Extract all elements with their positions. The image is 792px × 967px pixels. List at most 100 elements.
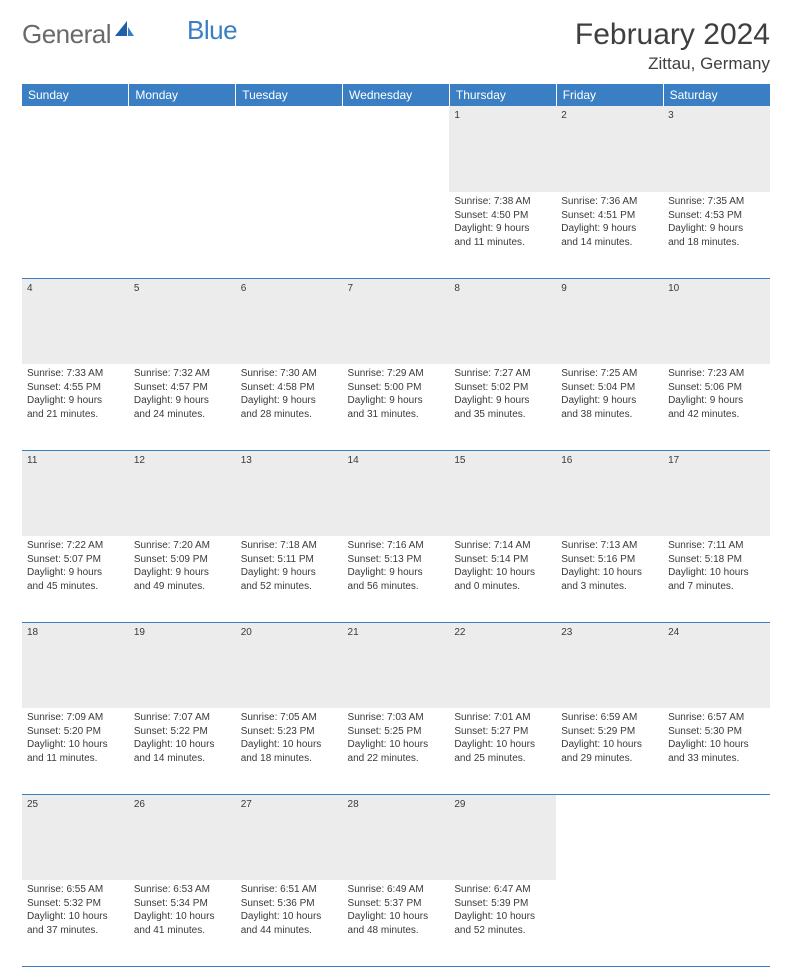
day-cell: Sunrise: 7:36 AMSunset: 4:51 PMDaylight:… (556, 192, 663, 278)
empty-cell (556, 880, 663, 966)
day-number: 17 (663, 450, 770, 536)
sunset-line: Sunset: 5:13 PM (348, 553, 445, 567)
daylight-line-2: and 21 minutes. (27, 408, 124, 422)
daynum-row: 18192021222324 (22, 622, 770, 708)
daylight-line-2: and 25 minutes. (454, 752, 551, 766)
empty-cell (663, 794, 770, 880)
empty-cell (22, 192, 129, 278)
daylight-line-2: and 35 minutes. (454, 408, 551, 422)
day-cell: Sunrise: 7:09 AMSunset: 5:20 PMDaylight:… (22, 708, 129, 794)
daylight-line-1: Daylight: 10 hours (668, 738, 765, 752)
day-cell: Sunrise: 7:03 AMSunset: 5:25 PMDaylight:… (343, 708, 450, 794)
sunset-line: Sunset: 5:29 PM (561, 725, 658, 739)
daylight-line-1: Daylight: 10 hours (27, 738, 124, 752)
daylight-line-1: Daylight: 9 hours (561, 222, 658, 236)
daynum-row: 123 (22, 106, 770, 192)
day-cell: Sunrise: 7:22 AMSunset: 5:07 PMDaylight:… (22, 536, 129, 622)
sunrise-line: Sunrise: 7:20 AM (134, 539, 231, 553)
sunset-line: Sunset: 5:09 PM (134, 553, 231, 567)
day-cell: Sunrise: 7:25 AMSunset: 5:04 PMDaylight:… (556, 364, 663, 450)
day-cell: Sunrise: 6:47 AMSunset: 5:39 PMDaylight:… (449, 880, 556, 966)
sunset-line: Sunset: 5:04 PM (561, 381, 658, 395)
day-number: 13 (236, 450, 343, 536)
daylight-line-2: and 18 minutes. (668, 236, 765, 250)
daylight-line-2: and 52 minutes. (454, 924, 551, 938)
sunrise-line: Sunrise: 7:35 AM (668, 195, 765, 209)
daylight-line-2: and 14 minutes. (134, 752, 231, 766)
day-cell: Sunrise: 6:51 AMSunset: 5:36 PMDaylight:… (236, 880, 343, 966)
day-cell: Sunrise: 7:05 AMSunset: 5:23 PMDaylight:… (236, 708, 343, 794)
sunset-line: Sunset: 5:39 PM (454, 897, 551, 911)
daylight-line-2: and 38 minutes. (561, 408, 658, 422)
day-number: 1 (449, 106, 556, 192)
day-number: 25 (22, 794, 129, 880)
day-cell: Sunrise: 7:33 AMSunset: 4:55 PMDaylight:… (22, 364, 129, 450)
day-cell: Sunrise: 6:55 AMSunset: 5:32 PMDaylight:… (22, 880, 129, 966)
daylight-line-1: Daylight: 10 hours (27, 910, 124, 924)
sunrise-line: Sunrise: 7:30 AM (241, 367, 338, 381)
sunrise-line: Sunrise: 6:51 AM (241, 883, 338, 897)
daylight-line-2: and 48 minutes. (348, 924, 445, 938)
empty-cell (343, 192, 450, 278)
day-number: 22 (449, 622, 556, 708)
daylight-line-1: Daylight: 10 hours (454, 738, 551, 752)
day-cell: Sunrise: 6:53 AMSunset: 5:34 PMDaylight:… (129, 880, 236, 966)
day-cell: Sunrise: 7:27 AMSunset: 5:02 PMDaylight:… (449, 364, 556, 450)
header: General Blue February 2024 Zittau, Germa… (22, 18, 770, 74)
day-cell: Sunrise: 7:23 AMSunset: 5:06 PMDaylight:… (663, 364, 770, 450)
sunrise-line: Sunrise: 7:32 AM (134, 367, 231, 381)
day-number: 29 (449, 794, 556, 880)
sunset-line: Sunset: 5:34 PM (134, 897, 231, 911)
sunset-line: Sunset: 4:51 PM (561, 209, 658, 223)
weekday-header: Monday (129, 84, 236, 106)
day-number: 21 (343, 622, 450, 708)
sunset-line: Sunset: 5:18 PM (668, 553, 765, 567)
sunset-line: Sunset: 4:50 PM (454, 209, 551, 223)
day-number: 26 (129, 794, 236, 880)
day-number: 20 (236, 622, 343, 708)
day-cell: Sunrise: 7:18 AMSunset: 5:11 PMDaylight:… (236, 536, 343, 622)
day-number: 9 (556, 278, 663, 364)
daylight-line-1: Daylight: 9 hours (134, 566, 231, 580)
daylight-line-2: and 11 minutes. (27, 752, 124, 766)
daylight-line-1: Daylight: 10 hours (561, 738, 658, 752)
sunset-line: Sunset: 5:06 PM (668, 381, 765, 395)
day-cell: Sunrise: 6:49 AMSunset: 5:37 PMDaylight:… (343, 880, 450, 966)
sunrise-line: Sunrise: 7:36 AM (561, 195, 658, 209)
weekday-header-row: SundayMondayTuesdayWednesdayThursdayFrid… (22, 84, 770, 106)
sunrise-line: Sunrise: 6:53 AM (134, 883, 231, 897)
daylight-line-2: and 18 minutes. (241, 752, 338, 766)
sunset-line: Sunset: 5:23 PM (241, 725, 338, 739)
week-row: Sunrise: 7:33 AMSunset: 4:55 PMDaylight:… (22, 364, 770, 450)
daylight-line-2: and 49 minutes. (134, 580, 231, 594)
brand-word2: Blue (187, 15, 237, 46)
weekday-header: Friday (556, 84, 663, 106)
daylight-line-2: and 31 minutes. (348, 408, 445, 422)
daylight-line-1: Daylight: 10 hours (348, 738, 445, 752)
day-number: 18 (22, 622, 129, 708)
sunset-line: Sunset: 4:55 PM (27, 381, 124, 395)
daylight-line-1: Daylight: 9 hours (561, 394, 658, 408)
day-number: 10 (663, 278, 770, 364)
day-number: 16 (556, 450, 663, 536)
daylight-line-2: and 3 minutes. (561, 580, 658, 594)
empty-cell (236, 106, 343, 192)
title-block: February 2024 Zittau, Germany (575, 18, 770, 74)
daylight-line-1: Daylight: 9 hours (241, 394, 338, 408)
day-number: 2 (556, 106, 663, 192)
sunrise-line: Sunrise: 7:11 AM (668, 539, 765, 553)
daylight-line-2: and 7 minutes. (668, 580, 765, 594)
sail-icon (113, 18, 135, 40)
sunrise-line: Sunrise: 6:55 AM (27, 883, 124, 897)
sunrise-line: Sunrise: 6:59 AM (561, 711, 658, 725)
weekday-header: Saturday (663, 84, 770, 106)
daylight-line-2: and 28 minutes. (241, 408, 338, 422)
daylight-line-2: and 42 minutes. (668, 408, 765, 422)
day-number: 11 (22, 450, 129, 536)
day-number: 23 (556, 622, 663, 708)
week-row: Sunrise: 6:55 AMSunset: 5:32 PMDaylight:… (22, 880, 770, 966)
sunrise-line: Sunrise: 7:01 AM (454, 711, 551, 725)
sunset-line: Sunset: 5:00 PM (348, 381, 445, 395)
day-number: 12 (129, 450, 236, 536)
day-cell: Sunrise: 7:16 AMSunset: 5:13 PMDaylight:… (343, 536, 450, 622)
